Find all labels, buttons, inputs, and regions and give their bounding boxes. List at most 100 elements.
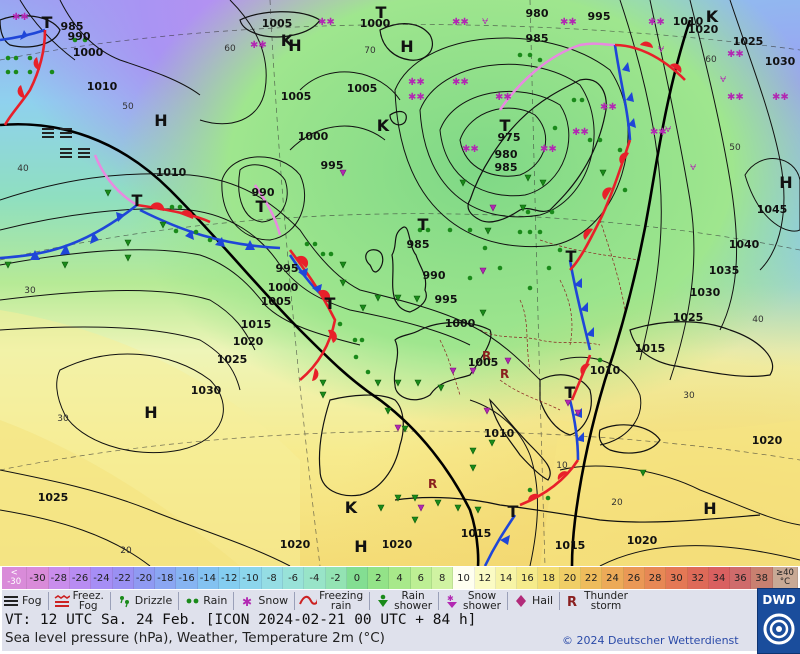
snow-icon: ✱ [238,594,256,608]
warm-band-southwest-2 [0,420,240,566]
svg-text:✱✱: ✱✱ [600,102,617,113]
svg-text:R: R [567,595,577,608]
pressure-center-label: T [418,215,429,234]
svg-text:✱✱: ✱✱ [462,144,479,155]
pressure-center-label: H [288,36,301,55]
scale-cell: -6 [282,567,305,589]
isobar-label: 1010 [590,364,621,377]
svg-text:✱✱: ✱✱ [560,17,577,28]
isobar-label: 980 [495,148,518,161]
svg-text:✱: ✱ [447,594,454,603]
fog-symbols [42,128,90,158]
cold-front-barbs [20,30,636,545]
isobar-label: 1020 [627,534,658,547]
svg-text:✱✱: ✱✱ [452,17,469,28]
snow-shower-symbols [339,169,582,512]
legend-separator [233,592,235,610]
scale-cell: 14 [495,567,518,589]
legend-item: Drizzle [115,594,172,608]
isobar-label: 980 [526,7,549,20]
dwd-logo[interactable]: DWD [757,588,800,654]
isobar-label: 1020 [688,23,719,36]
isobar-label: 1015 [461,527,492,540]
temperature-isotherm-label: 20 [611,498,623,508]
snow-symbols: ✱✱ ✱✱ ✱✱ ✱✱ ✱✱✱✱ ✱✱✱✱ ✱✱✱✱ ✱✱ ✱✱ ✱✱✱✱ ✱✱✱✱ … [12,12,789,155]
temperature-isotherm-label: 60 [705,55,717,65]
hail-icon [512,594,530,608]
scale-cell: -14 [197,567,220,589]
freezing-rain-symbols: ⩝ ⩝ ⩝ ⩝ ⩝ [482,14,726,173]
legend-item: Freezing rain [299,591,363,611]
scale-cell: -26 [69,567,92,589]
isobar-label: 1025 [673,311,704,324]
legend-item: Rain [183,594,227,608]
isobar-label: 1010 [484,427,515,440]
rain-dots [5,37,628,501]
svg-text:⩝: ⩝ [665,122,671,135]
scale-cell: < -30 [2,567,28,589]
isobar-label: 1005 [261,295,292,308]
scale-cell: 24 [602,567,624,589]
legend-label: Drizzle [134,594,173,607]
svg-text:✱: ✱ [242,595,252,608]
svg-text:R: R [482,349,491,363]
legend-item: Fog [2,594,42,608]
isobar-label: 990 [252,186,275,199]
temperature-isotherm-label: 20 [120,546,132,556]
isobar-label: 1020 [280,538,311,551]
scale-cell: ≥40 °C [772,567,799,589]
valid-time: VT: 12 UTC Sa. 24 Feb. [ICON 2024-02-21 … [5,612,477,628]
pressure-center-label: T [42,13,53,32]
isobar-label: 1015 [635,342,666,355]
pressure-center-label: T [256,197,267,216]
isobar-label: 1000 [73,46,104,59]
legend-label: Freezing rain [319,590,364,612]
isobar-label: 995 [588,10,611,23]
isobar-label: 995 [321,159,344,172]
isobar-label: 1000 [445,317,476,330]
pressure-center-label: T [566,247,577,266]
scale-cell: 36 [730,567,752,589]
scale-cell: -8 [261,567,283,589]
isobar-label: 1045 [757,203,788,216]
isobar-label: 1015 [555,539,586,552]
scale-cell: -22 [112,567,134,589]
svg-text:⩝: ⩝ [482,14,488,27]
scale-cell: 22 [581,567,603,589]
svg-text:✱✱: ✱✱ [648,17,665,28]
pressure-center-label: H [144,403,157,422]
svg-text:✱✱: ✱✱ [727,49,744,60]
pressure-center-label: H [703,499,716,518]
scale-cell: 0 [346,567,369,589]
svg-text:✱✱: ✱✱ [572,127,589,138]
temperature-isotherm-label: 10 [556,461,568,471]
temperature-isotherm-label: 50 [729,143,741,153]
scale-cell: 18 [538,567,560,589]
pressure-center-label: T [508,502,519,521]
temperature-isotherm-label: 30 [683,391,695,401]
pressure-center-label: H [779,173,792,192]
temperature-isotherm-label: 60 [224,44,236,54]
isobar-label: 1015 [241,318,272,331]
pressure-center-label: H [154,111,167,130]
temperature-isotherm-label: 40 [17,164,29,174]
legend-separator [369,592,371,610]
legend-separator [506,592,508,610]
temperature-isotherm-label: 30 [57,414,69,424]
temperature-isotherm-label: 30 [24,286,36,296]
scale-cell: 8 [432,567,454,589]
legend-label: Snow [258,594,289,607]
legend-item: ✱ Snow [238,594,288,608]
legend-separator [559,592,561,610]
scale-cell: 20 [559,567,582,589]
temperature-labels: 40 30 30 20 50 60 70 60 50 40 30 20 10 [17,44,764,556]
legend-item: Hail [512,594,553,608]
legend-label: Freez. Fog [72,590,104,612]
isobar-label: 1000 [360,17,391,30]
drizzle-icon [115,594,133,608]
rain-shower-icon [374,594,392,608]
legend-item: Freez. Fog [53,591,104,611]
isobar-label: 1025 [733,35,764,48]
dwd-swirl-icon [763,613,795,645]
isobar-label: 985 [526,32,549,45]
